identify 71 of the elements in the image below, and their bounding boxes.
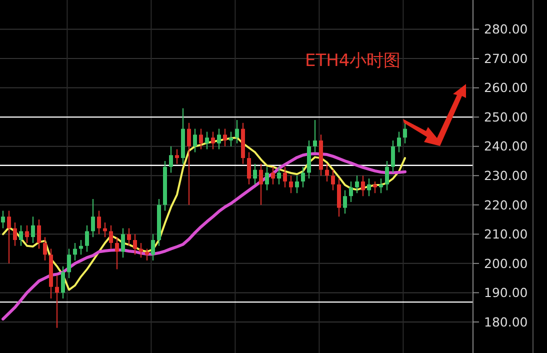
candlestick xyxy=(379,178,383,194)
candlestick xyxy=(127,228,131,246)
candlestick xyxy=(385,160,389,191)
text: ETH4小时图 xyxy=(305,51,401,71)
candlestick xyxy=(79,240,83,256)
candlestick xyxy=(313,120,317,153)
candlestick xyxy=(61,266,65,300)
candlestick xyxy=(301,166,305,188)
candlestick xyxy=(91,198,95,238)
candlestick xyxy=(205,131,209,150)
candlestick xyxy=(85,224,89,252)
candlestick xyxy=(295,175,299,194)
candlestick xyxy=(265,166,269,191)
candlestick xyxy=(337,178,341,218)
y-tick-label: 270.00 xyxy=(484,50,528,66)
candlestick xyxy=(7,210,11,264)
candlestick xyxy=(331,169,335,191)
candlestick xyxy=(169,146,173,174)
candlestick xyxy=(115,236,119,270)
line-series xyxy=(2,152,406,321)
candlestick xyxy=(223,128,227,147)
candlestick xyxy=(37,219,41,250)
y-tick-label: 200.00 xyxy=(484,256,528,271)
candlestick xyxy=(289,175,293,194)
candlestick xyxy=(187,122,191,206)
candlestick xyxy=(253,163,257,185)
candlestick xyxy=(13,222,17,246)
y-tick-label: 220.00 xyxy=(484,197,528,212)
candlestick xyxy=(391,140,395,174)
candlestick xyxy=(259,163,263,206)
candlestick xyxy=(235,120,239,144)
candlestick xyxy=(55,274,59,328)
candlestick xyxy=(151,234,155,262)
candlestick xyxy=(373,180,377,194)
candlestick xyxy=(73,242,77,262)
candlestick xyxy=(67,248,71,279)
candlestick xyxy=(97,210,101,235)
candlestick xyxy=(211,131,215,150)
y-tick-label: 210.00 xyxy=(484,226,528,242)
candlestick xyxy=(325,163,329,182)
candlestick xyxy=(43,236,47,262)
candlestick xyxy=(109,224,113,250)
y-tick-label: 250.00 xyxy=(484,109,528,124)
candlestick xyxy=(25,224,29,244)
candlestick xyxy=(271,166,275,185)
candlestick xyxy=(361,175,365,197)
y-tick-label: 230.00 xyxy=(484,168,528,183)
candlestick xyxy=(367,178,371,197)
candlestick xyxy=(349,180,353,202)
candlestick xyxy=(31,216,35,244)
candlestick xyxy=(199,128,203,150)
y-tick-label: 180.00 xyxy=(484,314,528,330)
candlestick xyxy=(1,210,5,229)
candlestick xyxy=(121,228,125,258)
candlestick xyxy=(193,128,197,153)
candlestick xyxy=(277,166,281,185)
y-tick-label: 190.00 xyxy=(484,285,528,300)
y-tick-label: 260.00 xyxy=(484,80,528,96)
candlestick xyxy=(217,128,221,150)
candlestick xyxy=(19,224,23,246)
candlestick xyxy=(175,148,179,164)
candlestick xyxy=(397,131,401,153)
y-tick-label: 280.00 xyxy=(484,22,528,37)
candlestick xyxy=(343,190,347,214)
candlestick xyxy=(229,131,233,147)
y-tick-label: 240.00 xyxy=(484,138,528,154)
candlestick xyxy=(355,175,359,194)
candlestick xyxy=(145,248,149,262)
candlestick xyxy=(133,234,137,256)
candlestick xyxy=(247,152,251,185)
candlestick xyxy=(283,166,287,188)
